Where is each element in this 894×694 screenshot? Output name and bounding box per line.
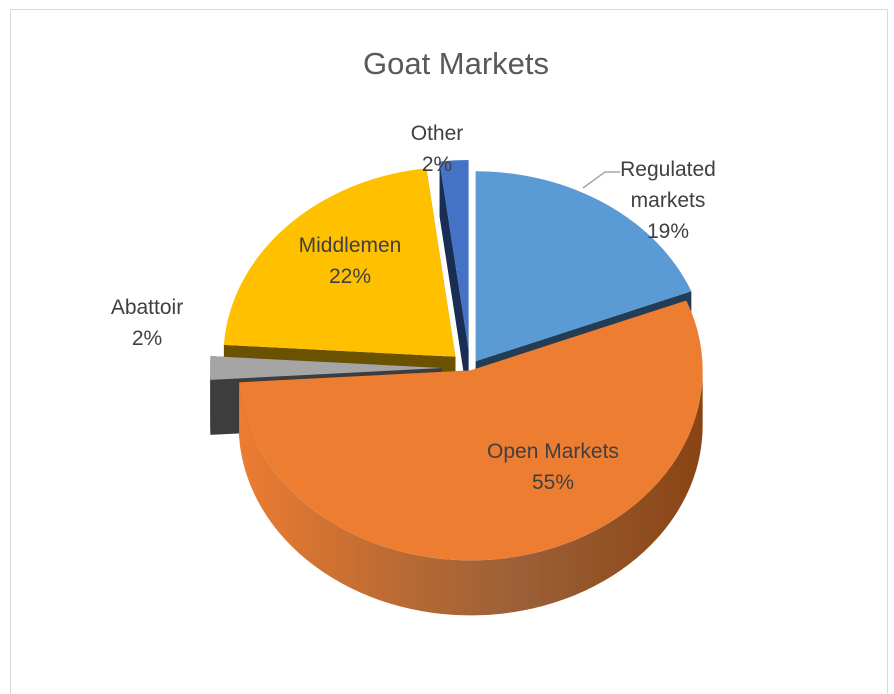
pie-tops (210, 160, 703, 561)
label-open-markets-line-1: 55% (532, 471, 574, 494)
slice-middlemen (223, 168, 456, 357)
slice-wall-other-0 (439, 161, 469, 406)
slice-labels: Regulated markets 19% Open Markets 55% Abatto… (111, 122, 716, 494)
label-other-line-0: Other (411, 122, 464, 145)
label-middlemen-line-0: Middlemen (299, 234, 402, 257)
slice-open-markets (239, 300, 703, 561)
leader-lines (582, 171, 620, 189)
label-other-line-1: 2% (422, 153, 452, 176)
leader-line-regulated-markets (582, 171, 620, 189)
slice-side-open-markets (239, 370, 703, 616)
label-middlemen-line-1: 22% (329, 265, 371, 288)
label-abattoir: Abattoir 2% (111, 296, 183, 350)
label-regulated-markets: Regulated markets 19% (620, 158, 716, 243)
label-open-markets-line-0: Open Markets (487, 440, 619, 463)
label-middlemen: Middlemen 22% (299, 234, 402, 288)
label-regulated-markets-line-0: Regulated (620, 158, 716, 181)
label-regulated-markets-line-1: markets (631, 189, 706, 212)
label-regulated-markets-line-2: 19% (647, 220, 689, 243)
label-other: Other 2% (411, 122, 464, 176)
slice-other (439, 160, 469, 351)
slice-regulated-markets (475, 171, 692, 362)
chart-title: Goat Markets (363, 46, 549, 81)
label-abattoir-line-0: Abattoir (111, 296, 183, 319)
slice-abattoir (210, 356, 442, 380)
label-abattoir-line-1: 2% (132, 327, 162, 350)
label-open-markets: Open Markets 55% (487, 440, 619, 494)
